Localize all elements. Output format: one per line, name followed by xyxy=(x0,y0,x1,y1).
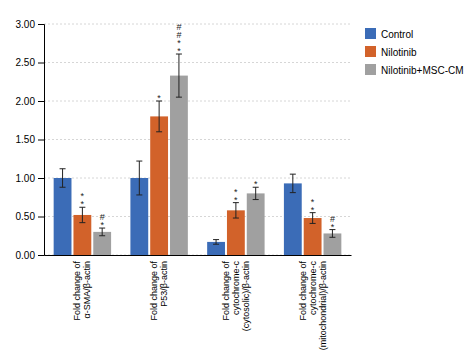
annotation: ** xyxy=(81,191,85,209)
grid-line xyxy=(44,139,351,140)
legend: Control Nilotinib Nilotinib+MSC-CM xyxy=(365,28,464,76)
error-bar xyxy=(136,161,142,195)
annotation: * xyxy=(157,93,161,103)
error-bar xyxy=(176,54,182,97)
bar-series xyxy=(73,101,321,255)
error-bar xyxy=(233,203,239,218)
x-tick: Fold change ofcytochrome-c(mitochondrial… xyxy=(298,255,328,350)
tick-mark xyxy=(38,63,44,64)
tick-mark xyxy=(38,101,44,102)
annotation-line: * xyxy=(331,222,335,232)
error-bar xyxy=(156,101,162,132)
annotation: ##** xyxy=(176,22,181,56)
y-tick-label: 0.00 xyxy=(16,250,36,261)
annotation-line: * xyxy=(311,205,315,215)
label-line: Fold change of xyxy=(72,261,82,321)
annotation-line: * xyxy=(254,179,258,189)
chart-svg: 0.00 0.50 1.00 1.50 2.00 2.50 3.00 Fold change … xyxy=(0,0,474,359)
x-tick-label: Fold change ofcytochrome-c(cytosolic)/β-… xyxy=(221,261,251,332)
y-tick-label: 2.50 xyxy=(16,57,36,68)
bar-series xyxy=(93,54,341,255)
annotation-line: * xyxy=(177,46,181,56)
grid-line xyxy=(44,62,351,63)
error-bar xyxy=(290,174,296,192)
annotations: **#**##*******#* xyxy=(81,22,335,232)
tick-mark xyxy=(38,140,44,141)
annotation: #* xyxy=(330,214,335,232)
y-tick-label: 0.50 xyxy=(16,211,36,222)
x-tick: Fold change ofP53/β-actin xyxy=(149,255,169,321)
axis-line xyxy=(38,25,45,256)
y-tick-label: 3.00 xyxy=(16,19,36,30)
error-bar xyxy=(79,207,85,222)
annotation-line: * xyxy=(234,195,238,205)
label-line: P53/β-actin xyxy=(159,261,169,307)
x-tick-label: Fold change ofα-SMA/β-actin xyxy=(72,261,92,321)
legend-label: Nilotinib xyxy=(381,47,417,58)
bar xyxy=(150,116,168,255)
grid xyxy=(44,24,351,255)
x-tick-label: Fold change ofP53/β-actin xyxy=(149,261,169,321)
legend-item: Control xyxy=(365,28,413,40)
label-line: (cytosolic)/β-actin xyxy=(241,261,251,331)
legend-label: Control xyxy=(381,29,413,40)
y-tick: 1.00 xyxy=(16,173,44,184)
annotation-line: * xyxy=(81,199,85,209)
error-bar xyxy=(213,240,219,245)
y-tick: 1.50 xyxy=(16,134,44,145)
plot-area xyxy=(54,54,342,255)
legend-item: Nilotinib+MSC-CM xyxy=(365,64,464,76)
annotation: * xyxy=(254,179,258,189)
y-tick: 3.00 xyxy=(16,19,44,30)
label-line: Fold change of xyxy=(149,261,159,321)
y-tick: 2.00 xyxy=(16,96,44,107)
x-tick: Fold change ofα-SMA/β-actin xyxy=(72,255,92,321)
y-tick: 2.50 xyxy=(16,57,44,68)
label-line: Fold change of xyxy=(221,261,231,321)
tick-mark xyxy=(38,178,44,179)
y-axis: 0.00 0.50 1.00 1.50 2.00 2.50 3.00 xyxy=(16,19,45,261)
label-line: cytochrome-c xyxy=(308,261,318,316)
y-tick: 0.50 xyxy=(16,211,44,222)
x-tick-label: Fold change ofcytochrome-c(mitochondrial… xyxy=(298,261,328,351)
label-line: cytochrome-c xyxy=(231,261,241,316)
annotation: ** xyxy=(234,187,238,205)
y-tick: 0.00 xyxy=(16,250,44,261)
tick-mark xyxy=(38,24,44,25)
annotation-line: * xyxy=(157,93,161,103)
y-tick-label: 1.00 xyxy=(16,173,36,184)
chart-container: 0.00 0.50 1.00 1.50 2.00 2.50 3.00 Fold change … xyxy=(0,0,474,359)
annotation: #* xyxy=(100,212,105,230)
label-line: (mitochondrial)/β-actin xyxy=(318,261,328,350)
tick-mark xyxy=(38,217,44,218)
bar xyxy=(284,183,302,255)
label-line: α-SMA/β-actin xyxy=(82,261,92,318)
error-bar xyxy=(60,169,66,187)
axis-line xyxy=(45,255,352,256)
annotation-line: * xyxy=(100,220,104,230)
legend-swatch xyxy=(365,28,376,39)
bar xyxy=(54,178,72,255)
legend-item: Nilotinib xyxy=(365,46,417,58)
y-tick-label: 2.00 xyxy=(16,96,36,107)
grid-line xyxy=(44,24,351,25)
legend-label: Nilotinib+MSC-CM xyxy=(381,65,464,76)
grid-line xyxy=(44,178,351,179)
tick-mark xyxy=(38,255,44,256)
y-tick-label: 1.50 xyxy=(16,134,36,145)
bar xyxy=(170,76,188,255)
x-axis: Fold change ofα-SMA/β-actinFold change o… xyxy=(45,255,352,350)
annotation: ** xyxy=(311,197,315,215)
grid-line xyxy=(44,101,351,102)
x-tick: Fold change ofcytochrome-c(cytosolic)/β-… xyxy=(221,255,251,331)
legend-swatch xyxy=(365,64,376,75)
legend-swatch xyxy=(365,46,376,57)
bar xyxy=(247,193,265,255)
label-line: Fold change of xyxy=(298,261,308,321)
